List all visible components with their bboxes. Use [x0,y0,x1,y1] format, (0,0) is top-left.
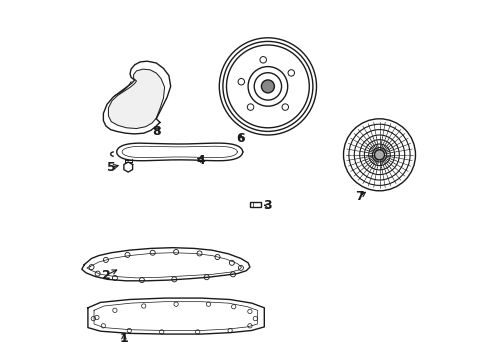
Polygon shape [103,61,170,134]
Polygon shape [108,69,164,129]
Polygon shape [123,162,132,172]
Polygon shape [81,248,249,281]
Polygon shape [117,143,242,161]
Text: 5: 5 [107,161,116,174]
Text: 3: 3 [263,199,272,212]
Polygon shape [88,298,264,334]
Text: 1: 1 [119,332,128,345]
Circle shape [261,80,274,93]
Text: 2: 2 [102,269,110,282]
Bar [249,202,260,207]
Text: 6: 6 [236,132,244,145]
Circle shape [374,150,384,160]
Text: 8: 8 [152,125,160,138]
Text: 4: 4 [197,154,205,167]
Text: 7: 7 [355,190,364,203]
